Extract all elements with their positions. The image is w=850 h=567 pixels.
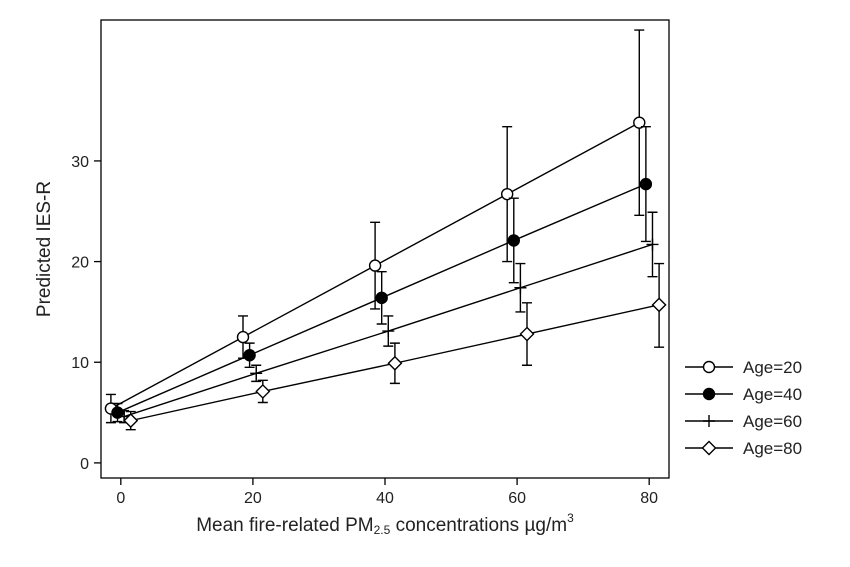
data-point [111, 406, 124, 419]
data-point [123, 413, 139, 429]
legend-marker [702, 387, 716, 401]
legend-label: Age=40 [743, 385, 802, 404]
series-age-20 [104, 29, 646, 424]
data-point [500, 187, 514, 201]
y-tick-label: 30 [71, 154, 89, 171]
x-tick-label: 60 [508, 490, 526, 507]
y-tick-label: 10 [71, 355, 89, 372]
data-point [514, 281, 527, 294]
data-point [519, 326, 535, 342]
y-tick-label: 0 [80, 456, 89, 473]
legend-label: Age=20 [743, 358, 802, 377]
data-point [250, 367, 263, 380]
x-tick-label: 40 [376, 490, 394, 507]
legend-label: Age=60 [743, 412, 802, 431]
legend-label: Age=80 [743, 439, 802, 458]
data-point [375, 291, 388, 305]
x-tick-label: 80 [640, 490, 658, 507]
plot-area [100, 19, 670, 479]
series-age-80 [123, 262, 667, 431]
data-point [368, 259, 382, 272]
x-axis-title-subscript: 2.5 [374, 523, 391, 537]
y-axis: 0 10 20 30 [71, 154, 101, 473]
x-axis-title-main: Mean fire-related PM [196, 515, 373, 536]
series-age-40 [111, 125, 653, 423]
legend-item: Age=60 [685, 412, 802, 431]
data-point [236, 330, 250, 344]
series-group [104, 29, 667, 431]
x-axis-title-superscript: 3 [567, 511, 574, 525]
legend-item: Age=20 [685, 358, 802, 377]
data-point [255, 383, 271, 399]
data-point [651, 297, 667, 313]
legend-marker [703, 415, 715, 427]
x-tick-label: 20 [244, 490, 262, 507]
data-point [382, 325, 395, 338]
legend-marker [702, 360, 716, 374]
legend-marker [701, 440, 717, 456]
y-axis-title: Predicted IES-R [34, 181, 55, 317]
series-age-60 [118, 211, 659, 424]
data-point [633, 116, 646, 129]
data-point [387, 355, 403, 371]
data-point [507, 234, 520, 247]
x-axis-title-rest: concentrations µg/m [390, 515, 567, 536]
legend-item: Age=80 [685, 439, 802, 458]
y-tick-label: 20 [71, 255, 89, 272]
data-point [243, 348, 256, 362]
plot-frame [100, 19, 670, 479]
x-axis: 0 20 40 60 80 [116, 478, 658, 507]
legend: Age=20 Age=40 Age=60 Age=80 [685, 358, 802, 458]
x-axis-title: Mean fire-related PM2.5 concentrations µ… [196, 511, 574, 537]
x-tick-label: 0 [116, 490, 125, 507]
legend-item: Age=40 [685, 385, 802, 404]
data-point [646, 238, 659, 251]
data-point [639, 177, 653, 191]
